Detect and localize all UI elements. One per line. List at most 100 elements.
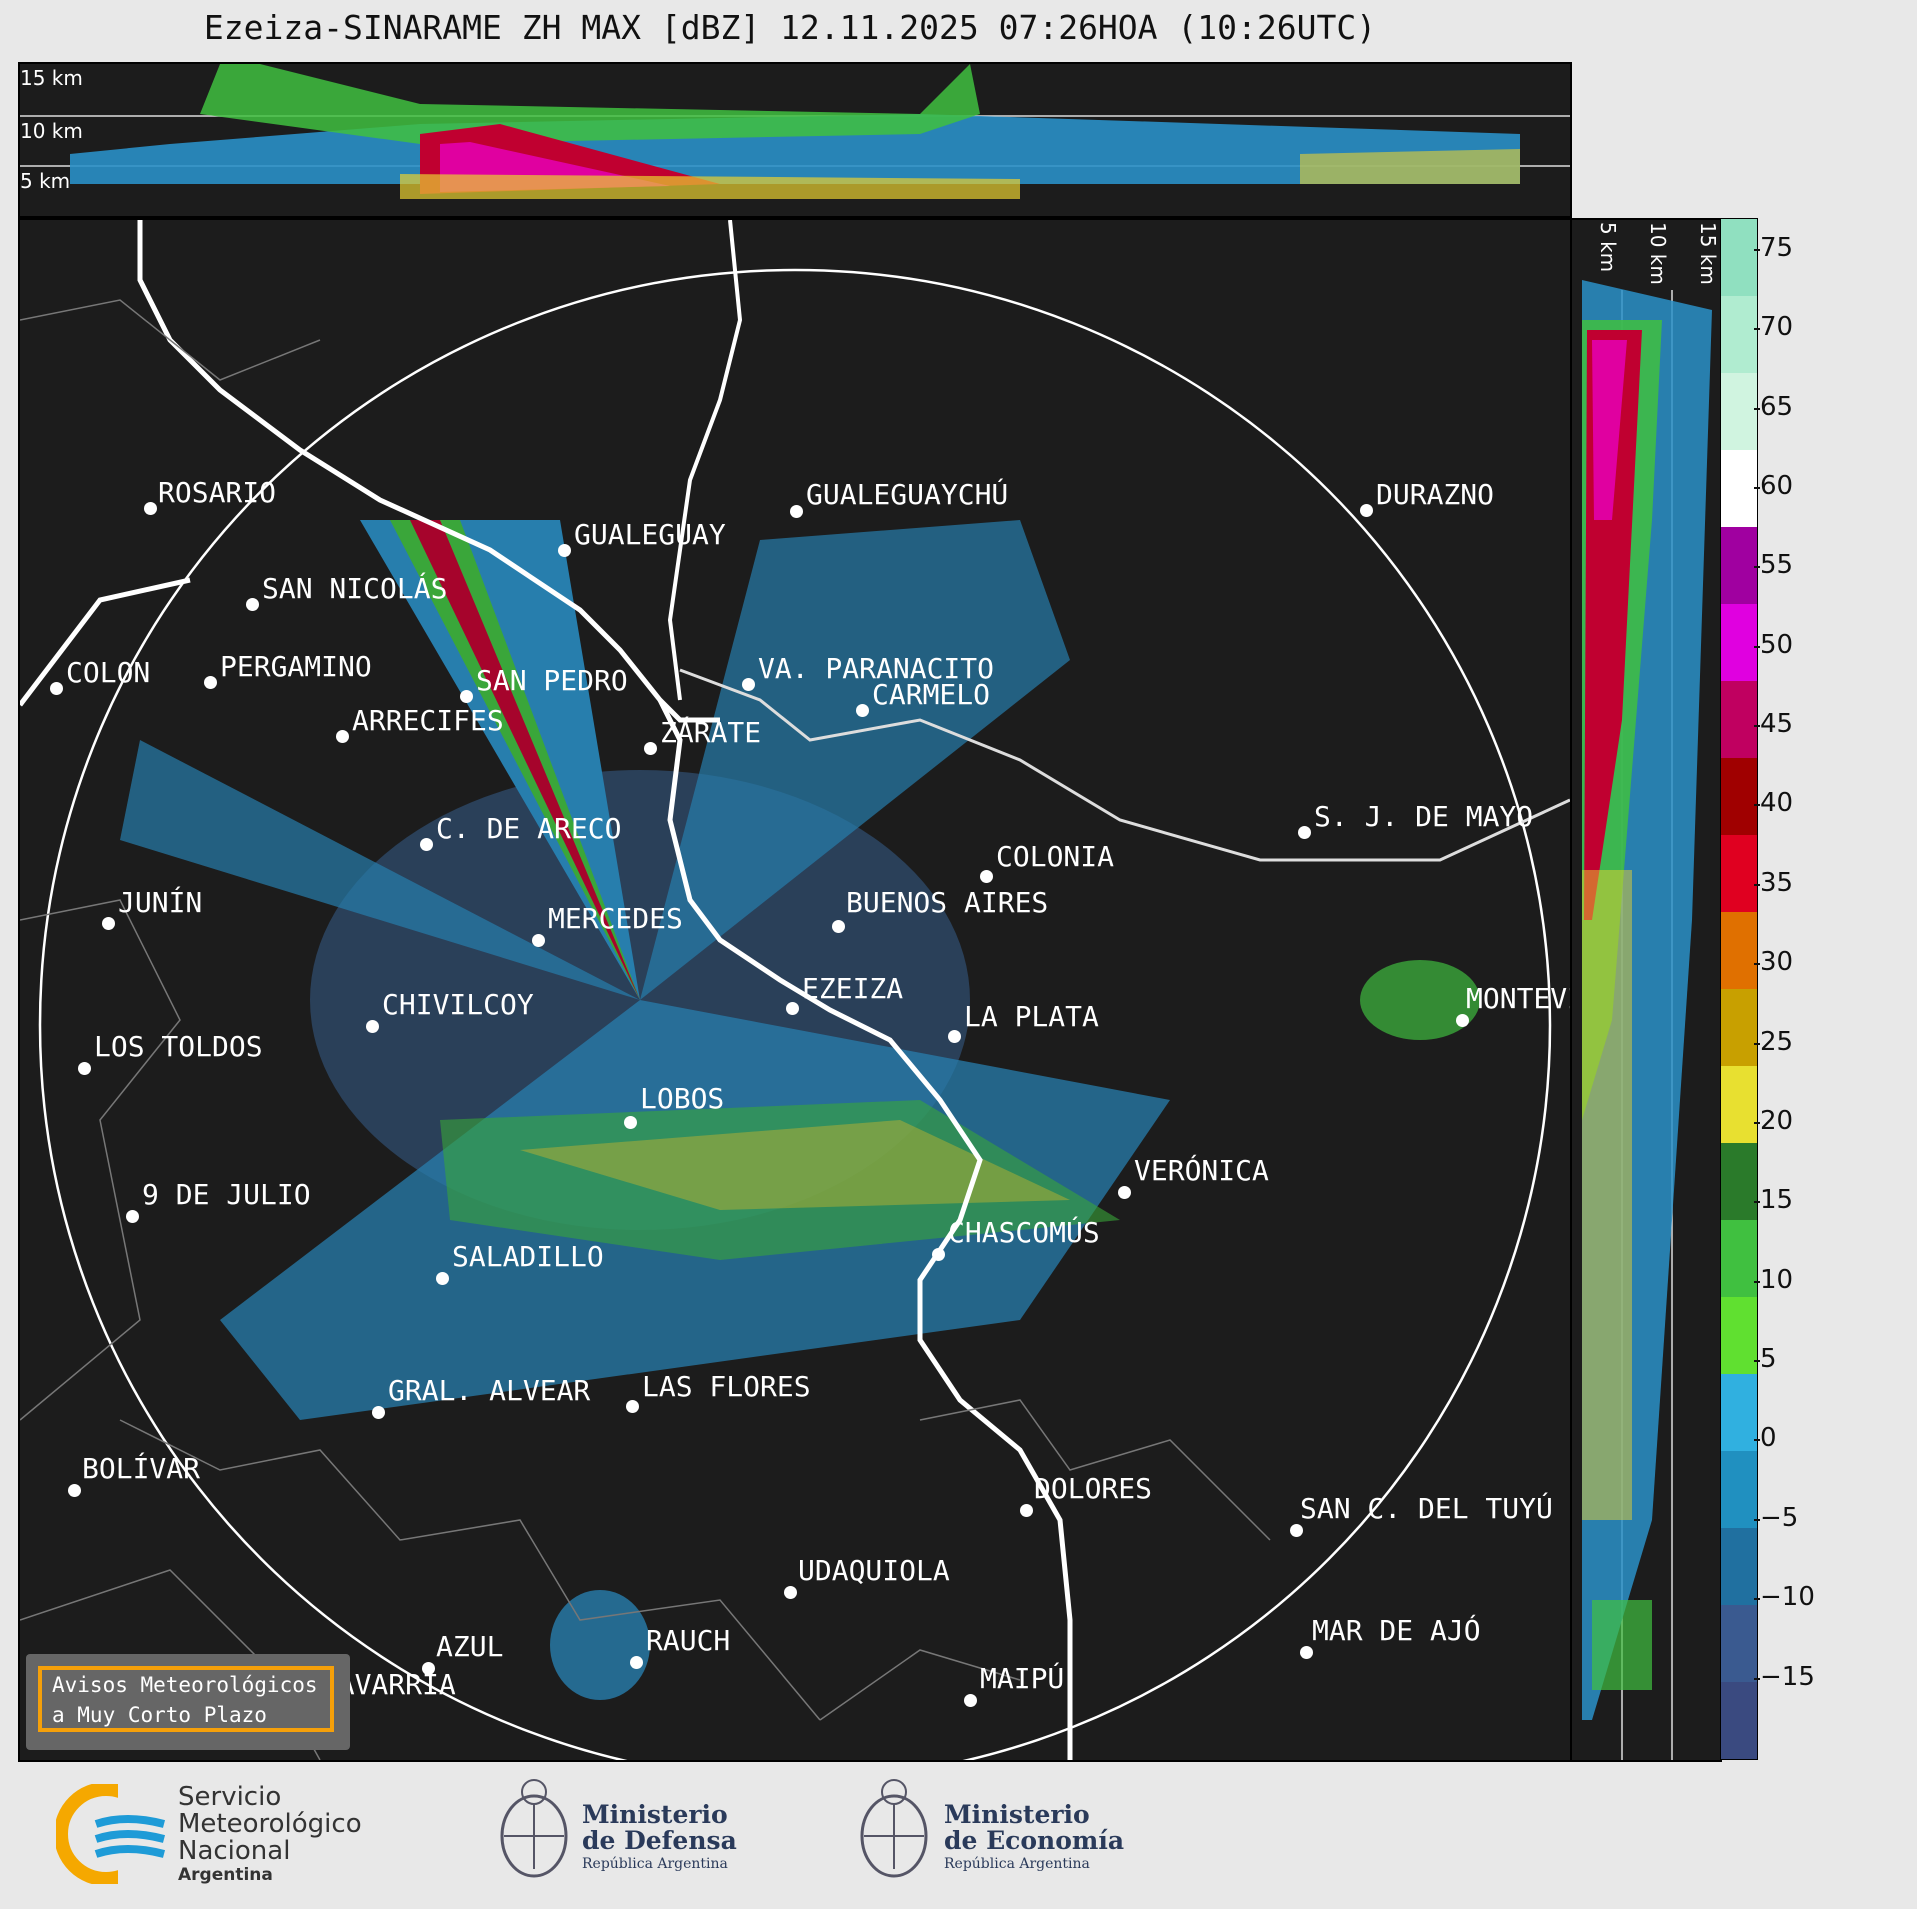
city-dot [1456, 1014, 1469, 1027]
city-label: SAN NICOLÁS [262, 572, 448, 605]
city-label: AZUL [436, 1630, 504, 1663]
city-dot [1360, 504, 1373, 517]
colorbar-tick-label: 10 [1753, 1264, 1794, 1295]
city-label: S. J. DE MAYO [1314, 800, 1534, 833]
city-dot [126, 1210, 139, 1223]
city-dot [420, 838, 433, 851]
city-dot [626, 1400, 639, 1413]
city-label: ARRECIFES [352, 704, 504, 737]
height-label-5km: 5 km [1596, 222, 1620, 273]
city-dot [1118, 1186, 1131, 1199]
city-dot [436, 1272, 449, 1285]
city-label: DURAZNO [1376, 478, 1495, 511]
defensa-line1: Ministerio [582, 1800, 728, 1829]
city-label: GRAL. ALVEAR [388, 1374, 591, 1407]
argentina-seal-icon [860, 1779, 928, 1878]
city-label: CHIVILCOY [382, 988, 534, 1021]
smn-line2: Meteorológico [178, 1809, 362, 1839]
city-dot [102, 917, 115, 930]
colorbar-tick-label: 45 [1753, 709, 1794, 740]
city-label: COLONIA [996, 840, 1115, 873]
height-label-10km: 10 km [1646, 222, 1670, 285]
colorbar-tick-label: 15 [1753, 1185, 1794, 1216]
colorbar-tick-label: 40 [1753, 788, 1794, 819]
colorbar-tick-label: 5 [1754, 1344, 1777, 1375]
smn-logo-text: Servicio Meteorológico Nacional Argentin… [178, 1782, 362, 1886]
colorbar-tick-label: 60 [1753, 470, 1794, 501]
city-label: CHASCOMÚS [948, 1216, 1100, 1249]
city-label: JUNÍN [118, 886, 203, 919]
top-cross-section-echo [20, 64, 1570, 199]
province-border [20, 577, 191, 707]
city-dot [144, 502, 157, 515]
city-dot [1298, 826, 1311, 839]
city-dot [1300, 1646, 1313, 1659]
city-dot [1020, 1504, 1033, 1517]
city-label: ROSARIO [158, 476, 277, 509]
city-dot [558, 544, 571, 557]
city-label: GUALEGUAYCHÚ [806, 478, 1009, 511]
range-ring [38, 268, 1552, 1760]
colorbar-tick-label: 50 [1753, 629, 1794, 660]
city-label: CARMELO [872, 678, 991, 711]
radar-map-graphics [20, 220, 1570, 1760]
radar-echoes [120, 520, 1480, 1700]
colorbar-tick-label: 75 [1753, 232, 1794, 263]
city-label: MAIPÚ [980, 1662, 1065, 1695]
city-dot [784, 1586, 797, 1599]
colorbar-tick-label: 0 [1754, 1423, 1777, 1454]
city-label: RAUCH [646, 1624, 731, 1657]
city-label: COLON [66, 656, 151, 689]
city-label: ZÁRATE [660, 716, 762, 749]
avisos-line1: Avisos Meteorológicos [52, 1673, 318, 1697]
city-label: SAN PEDRO [476, 664, 628, 697]
defensa-logo-text: Ministerio de Defensa República Argentin… [582, 1802, 737, 1874]
colorbar-tick-label: 35 [1753, 867, 1794, 898]
city-dot [78, 1062, 91, 1075]
city-label: EZEIZA [802, 972, 904, 1005]
city-dot [1290, 1524, 1303, 1537]
avisos-box: Avisos Meteorológicos a Muy Corto Plazo [38, 1666, 334, 1732]
city-label: C. DE ARECO [436, 812, 622, 845]
city-dot [532, 934, 545, 947]
city-dot [630, 1656, 643, 1669]
height-label-15km: 15 km [20, 66, 83, 90]
city-label: BOLÍVAR [82, 1452, 201, 1485]
radar-map: ROSARIO GUALEGUAYCHÚ GUALEGUAY SAN NICOL… [18, 218, 1572, 1762]
city-dot [742, 678, 755, 691]
city-label: 9 DE JULIO [142, 1178, 311, 1211]
colorbar-tick-label: 25 [1753, 1026, 1794, 1057]
city-label: LOBOS [640, 1082, 725, 1115]
height-label-15km: 15 km [1696, 222, 1720, 285]
city-dot [246, 598, 259, 611]
coastline [657, 698, 1073, 1760]
defensa-line3: República Argentina [582, 1856, 728, 1872]
argentina-seal-icon [500, 1779, 568, 1878]
avisos-button[interactable]: Avisos Meteorológicos a Muy Corto Plazo [26, 1654, 350, 1750]
city-label: SAN C. DEL TUYÚ [1300, 1492, 1553, 1525]
economia-line3: República Argentina [944, 1856, 1090, 1872]
colorbar-tick-label: −5 [1753, 1502, 1799, 1533]
city-dot [366, 1020, 379, 1033]
city-dot [460, 690, 473, 703]
smn-line4: Argentina [178, 1865, 273, 1885]
city-label: MAR DE AJÓ [1312, 1614, 1481, 1647]
top-cross-section: 15 km 10 km 5 km [18, 62, 1572, 218]
smn-line1: Servicio [178, 1782, 282, 1812]
colorbar-tick-label: 65 [1753, 391, 1794, 422]
city-label: VERÓNICA [1134, 1154, 1269, 1187]
economia-line2: de Economía [944, 1826, 1125, 1855]
city-dot [948, 1030, 961, 1043]
defensa-line2: de Defensa [582, 1826, 737, 1855]
side-cross-section: 5 km 10 km 15 km [1570, 218, 1722, 1762]
colorbar-tick-label: 20 [1753, 1105, 1794, 1136]
height-label-5km: 5 km [20, 169, 71, 193]
city-dot [336, 730, 349, 743]
city-label: LA PLATA [964, 1000, 1099, 1033]
economia-logo-text: Ministerio de Economía República Argenti… [944, 1802, 1124, 1874]
city-label: GUALEGUAY [574, 518, 726, 551]
river-uruguay [667, 220, 743, 701]
city-label: SALADILLO [452, 1240, 604, 1273]
colorbar [1720, 218, 1758, 1760]
city-dot [790, 505, 803, 518]
